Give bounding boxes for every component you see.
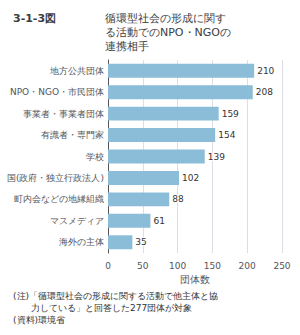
svg-text:139: 139 (208, 152, 225, 162)
svg-text:88: 88 (172, 194, 184, 204)
svg-text:150: 150 (204, 261, 221, 271)
svg-text:210: 210 (257, 66, 274, 76)
svg-text:循環型社会の形成に関す: 循環型社会の形成に関す (105, 12, 226, 25)
svg-text:学校: 学校 (86, 152, 104, 162)
svg-text:35: 35 (135, 237, 146, 247)
svg-text:団体数: 団体数 (180, 274, 210, 285)
svg-text:事業者・事業者団体: 事業者・事業者団体 (23, 109, 104, 119)
svg-text:国(政府・独立行政法人): 国(政府・独立行政法人) (7, 173, 104, 183)
svg-text:250: 250 (273, 261, 290, 271)
svg-text:0: 0 (105, 261, 111, 271)
svg-text:有識者・専門家: 有識者・専門家 (41, 130, 104, 140)
svg-text:る活動でのNPO・NGOの: る活動でのNPO・NGOの (105, 26, 231, 39)
svg-text:200: 200 (239, 261, 256, 271)
svg-text:61: 61 (153, 216, 164, 226)
svg-text:102: 102 (182, 173, 199, 183)
svg-text:(資料)環境省: (資料)環境省 (13, 315, 65, 325)
svg-text:連携相手: 連携相手 (105, 40, 149, 53)
svg-text:50: 50 (137, 261, 149, 271)
svg-text:地方公共団体: 地方公共団体 (49, 66, 104, 76)
svg-text:159: 159 (222, 109, 239, 119)
svg-text:(注)「循環型社会の形成に関する活動で他主体と協: (注)「循環型社会の形成に関する活動で他主体と協 (13, 291, 218, 301)
svg-text:154: 154 (218, 130, 235, 140)
svg-text:100: 100 (169, 261, 186, 271)
svg-text:3-1-3図: 3-1-3図 (13, 12, 56, 25)
svg-text:海外の主体: 海外の主体 (59, 237, 104, 247)
svg-text:マスメディア: マスメディア (50, 216, 104, 226)
svg-text:NPO・NGO・市民団体: NPO・NGO・市民団体 (10, 87, 104, 97)
svg-text:208: 208 (256, 87, 273, 97)
svg-text:町内会などの地縁組織: 町内会などの地縁組織 (14, 194, 104, 204)
svg-text:力している」と回答した277団体が対象: 力している」と回答した277団体が対象 (13, 303, 192, 313)
